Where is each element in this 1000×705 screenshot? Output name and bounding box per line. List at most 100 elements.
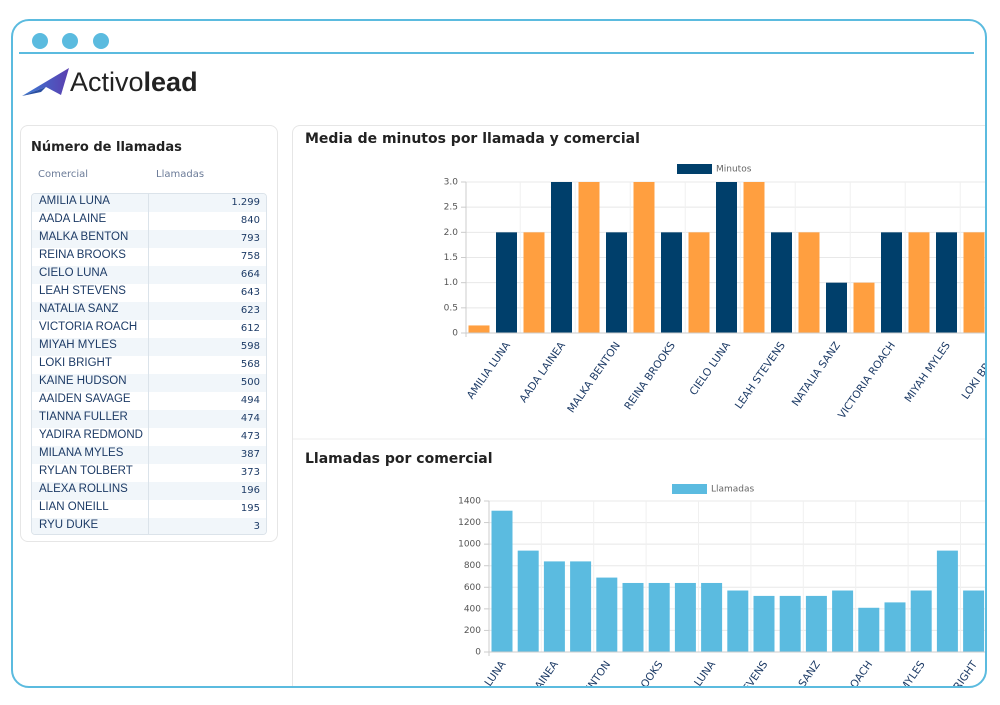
y-tick-label: 1400 bbox=[458, 497, 481, 507]
comercial: YADIRA REDMOND bbox=[39, 429, 143, 441]
x-tick-label: CIELO LUNA bbox=[687, 339, 733, 397]
bar bbox=[936, 232, 957, 333]
x-tick-label: LEAH STEVENS bbox=[733, 340, 788, 412]
table-row: LEAH STEVENS 643 bbox=[32, 284, 266, 302]
x-tick-label: MIYAH MYLES bbox=[903, 340, 954, 405]
divider bbox=[19, 52, 974, 54]
x-tick-label: NATALIA SANZ bbox=[790, 340, 843, 409]
column-header: Comercial bbox=[38, 169, 89, 180]
bar bbox=[606, 232, 627, 333]
bar bbox=[963, 232, 985, 333]
llamadas: 195 bbox=[240, 503, 260, 514]
comercial: TIANNA FULLER bbox=[39, 411, 128, 423]
bar bbox=[633, 182, 655, 333]
column-divider bbox=[148, 194, 149, 534]
bar bbox=[743, 182, 765, 333]
x-tick-label: VICTORIA ROACH bbox=[813, 659, 875, 688]
comercial: CIELO LUNA bbox=[39, 267, 108, 279]
bar bbox=[832, 590, 854, 652]
bar bbox=[517, 550, 539, 652]
y-tick-label: 1.0 bbox=[444, 278, 459, 288]
bar bbox=[798, 232, 820, 333]
y-tick-label: 1.5 bbox=[444, 253, 458, 263]
bar bbox=[963, 590, 985, 652]
table-row: LIAN ONEILL 195 bbox=[32, 500, 266, 518]
bar bbox=[771, 232, 792, 333]
x-tick-label: NATALIA SANZ bbox=[770, 659, 823, 688]
llamadas: 623 bbox=[240, 305, 260, 316]
chart-title: Llamadas por comercial bbox=[305, 451, 493, 467]
calls-panel: Número de llamadas Comercial Llamadas RY… bbox=[20, 125, 278, 542]
llamadas: 473 bbox=[240, 431, 260, 442]
bar bbox=[491, 510, 513, 652]
y-tick-label: 0 bbox=[475, 648, 481, 658]
comercial: MILANA MYLES bbox=[39, 447, 124, 459]
bar bbox=[826, 282, 847, 333]
bar bbox=[881, 232, 902, 333]
y-tick-label: 2.0 bbox=[444, 228, 459, 238]
bar bbox=[622, 582, 644, 652]
y-tick-label: 200 bbox=[464, 626, 481, 636]
llamadas: 494 bbox=[240, 395, 260, 406]
bar bbox=[779, 595, 801, 652]
table-row: RYU DUKE 3 bbox=[32, 518, 266, 534]
x-tick-label: REINA BROOKS bbox=[610, 659, 666, 688]
comercial: NATALIA SANZ bbox=[39, 303, 119, 315]
bar bbox=[853, 282, 875, 333]
table-row: MIYAH MYLES 598 bbox=[32, 338, 266, 356]
x-tick-label: AADA LAINEA bbox=[517, 339, 568, 405]
comercial: AADA LAINE bbox=[39, 213, 107, 225]
x-tick-label: AADA LAINEA bbox=[510, 658, 561, 688]
column-header: Llamadas bbox=[156, 169, 205, 180]
table-row: AADA LAINE 840 bbox=[32, 212, 266, 230]
y-tick-label: 800 bbox=[464, 561, 481, 571]
llamadas: 500 bbox=[240, 377, 260, 388]
comercial: KAINE HUDSON bbox=[39, 375, 127, 387]
llamadas: 664 bbox=[240, 269, 260, 280]
table-row: AMILIA LUNA 1.299 bbox=[32, 194, 266, 212]
comercial: RYLAN TOLBERT bbox=[39, 465, 133, 477]
llamadas: 373 bbox=[240, 467, 260, 478]
table-row: VICTORIA ROACH 612 bbox=[32, 320, 266, 338]
table-row: AAIDEN SAVAGE 494 bbox=[32, 392, 266, 410]
comercial: RYU DUKE bbox=[39, 519, 99, 531]
x-tick-label: MALKA BENTON bbox=[565, 340, 623, 415]
logo-icon bbox=[22, 68, 69, 96]
y-tick-label: 400 bbox=[464, 604, 481, 614]
table-row: YADIRA REDMOND 473 bbox=[32, 428, 266, 446]
table-row: TIANNA FULLER 474 bbox=[32, 410, 266, 428]
bar bbox=[543, 561, 565, 652]
x-tick-label: VICTORIA ROACH bbox=[836, 340, 898, 421]
charts: Media de minutos por llamada y comercial… bbox=[293, 131, 985, 688]
window: Activolead Número de llamadas Comercial … bbox=[11, 19, 987, 688]
bar bbox=[674, 582, 696, 652]
bar bbox=[468, 325, 490, 333]
llamadas: 793 bbox=[240, 233, 260, 244]
bar bbox=[936, 550, 958, 652]
comercial: LOKI BRIGHT bbox=[39, 357, 112, 369]
table: RYU DUKE 3 LIAN ONEILL 195 ALEXA ROLLINS 196 R… bbox=[31, 193, 267, 535]
y-tick-label: 1000 bbox=[458, 540, 481, 550]
bar bbox=[727, 590, 749, 652]
table-row: ALEXA ROLLINS 196 bbox=[32, 482, 266, 500]
bar bbox=[578, 182, 600, 333]
y-tick-label: 0.5 bbox=[444, 303, 458, 313]
table-row: LOKI BRIGHT 568 bbox=[32, 356, 266, 374]
y-tick-label: 0 bbox=[452, 329, 458, 339]
bar bbox=[716, 182, 737, 333]
llamadas: 387 bbox=[240, 449, 260, 460]
x-tick-label: REINA BROOKS bbox=[622, 340, 678, 413]
window-dot bbox=[62, 33, 78, 49]
bar bbox=[570, 561, 592, 652]
llamadas: 840 bbox=[240, 215, 260, 226]
bar bbox=[688, 232, 710, 333]
comercial: VICTORIA ROACH bbox=[39, 321, 138, 333]
bar bbox=[661, 232, 682, 333]
table-row: KAINE HUDSON 500 bbox=[32, 374, 266, 392]
panel-title: Número de llamadas bbox=[31, 140, 182, 155]
legend-swatch bbox=[672, 484, 707, 494]
comercial: LIAN ONEILL bbox=[39, 501, 109, 513]
table-row: REINA BROOKS 758 bbox=[32, 248, 266, 266]
llamadas: 643 bbox=[240, 287, 260, 298]
